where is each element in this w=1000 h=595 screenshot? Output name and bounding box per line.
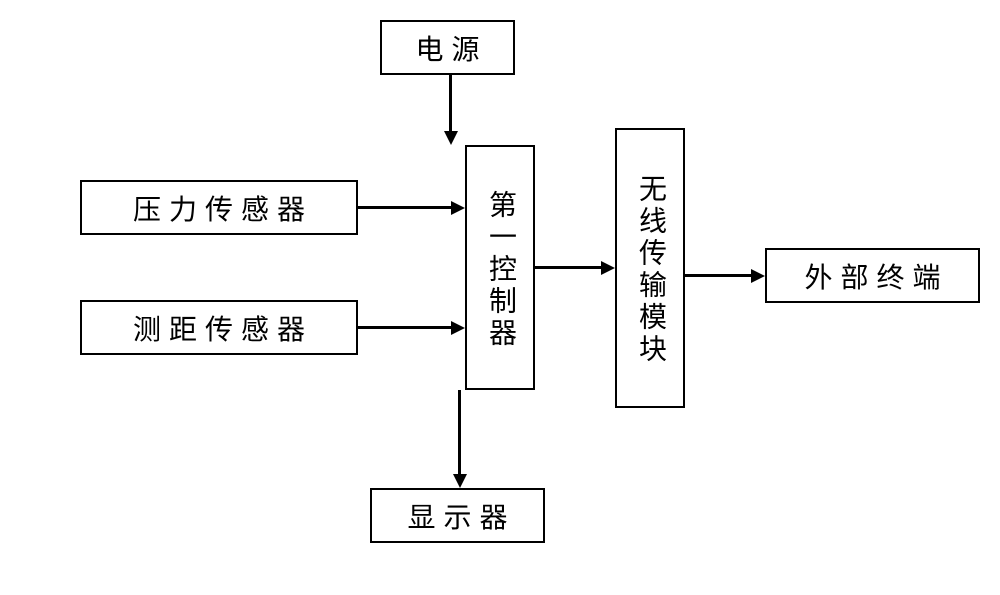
- node-power: 电源: [380, 20, 515, 75]
- node-display-label: 显示器: [407, 496, 515, 536]
- node-wireless: 无线传输模块: [615, 128, 685, 408]
- node-controller: 第一控制器: [465, 145, 535, 390]
- edge-wireless-terminal-line: [685, 274, 753, 277]
- node-terminal-label: 外部终端: [804, 256, 948, 296]
- node-terminal: 外部终端: [765, 248, 980, 303]
- edge-wireless-terminal-head: [751, 269, 765, 283]
- edge-pressure-controller-line: [358, 206, 453, 209]
- node-display: 显示器: [370, 488, 545, 543]
- node-pressure-label: 压力传感器: [133, 188, 313, 228]
- node-distance-label: 测距传感器: [133, 308, 313, 348]
- edge-distance-controller-head: [451, 321, 465, 335]
- edge-controller-wireless-line: [535, 266, 603, 269]
- edge-controller-wireless-head: [601, 261, 615, 275]
- node-power-label: 电源: [415, 28, 487, 68]
- edge-controller-display-head: [453, 474, 467, 488]
- node-controller-label: 第一控制器: [480, 190, 520, 350]
- edge-power-controller-head: [444, 131, 458, 145]
- edge-distance-controller-line: [358, 326, 453, 329]
- edge-power-controller-line: [449, 75, 452, 133]
- node-distance: 测距传感器: [80, 300, 358, 355]
- edge-controller-display-line: [458, 390, 461, 476]
- edge-pressure-controller-head: [451, 201, 465, 215]
- node-pressure: 压力传感器: [80, 180, 358, 235]
- node-wireless-label: 无线传输模块: [630, 174, 670, 366]
